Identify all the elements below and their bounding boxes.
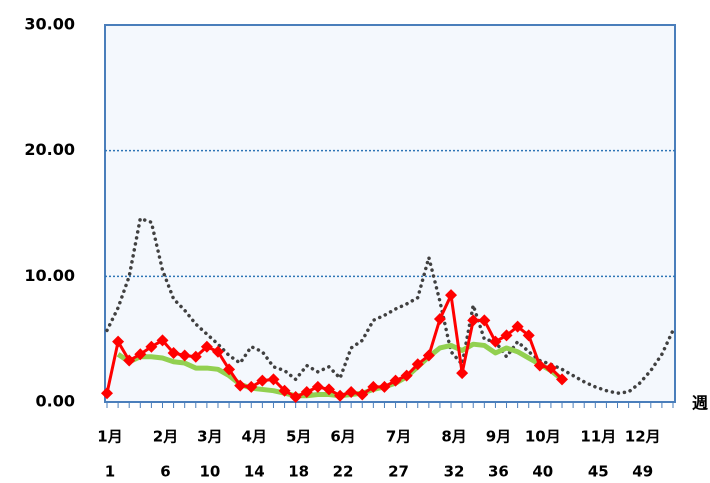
marker: [489, 335, 502, 348]
marker: [311, 380, 324, 393]
marker: [189, 350, 202, 363]
x-tick-label: 22: [333, 463, 354, 481]
marker: [334, 389, 347, 402]
x-axis-label: 週: [692, 394, 708, 413]
series-line: [105, 216, 675, 395]
x-tick-label: 10: [199, 463, 220, 481]
x-tick-label: 6: [160, 463, 170, 481]
month-label: 10月: [525, 428, 561, 446]
marker: [445, 289, 458, 302]
x-tick-label: 32: [444, 463, 465, 481]
month-label: 7月: [386, 428, 411, 446]
marker: [400, 369, 413, 382]
marker: [289, 390, 302, 403]
marker: [267, 373, 280, 386]
marker: [544, 362, 557, 375]
marker: [422, 349, 435, 362]
x-tick-label: 1: [105, 463, 115, 481]
y-tick-label: 30.00: [24, 15, 75, 34]
marker: [411, 358, 424, 371]
marker: [389, 374, 402, 387]
month-label: 12月: [625, 428, 661, 446]
marker: [156, 334, 169, 347]
x-tick-label: 27: [388, 463, 409, 481]
marker: [123, 354, 136, 367]
marker: [522, 329, 535, 342]
x-tick-label: 14: [244, 463, 265, 481]
marker: [234, 379, 247, 392]
marker: [500, 329, 513, 342]
month-label: 1月: [97, 428, 122, 446]
x-tick-label: 45: [588, 463, 609, 481]
marker: [433, 313, 446, 326]
month-label: 11月: [580, 428, 616, 446]
marker: [167, 346, 180, 359]
x-tick-label: 18: [288, 463, 309, 481]
month-label: 4月: [242, 428, 267, 446]
marker: [211, 345, 224, 358]
x-tick-label: 40: [532, 463, 553, 481]
marker: [223, 363, 236, 376]
marker: [511, 320, 524, 333]
month-label: 5月: [286, 428, 311, 446]
y-tick-label: 10.00: [24, 266, 75, 285]
y-tick-label: 20.00: [24, 140, 75, 159]
marker: [200, 340, 213, 353]
marker: [367, 380, 380, 393]
month-label: 8月: [441, 428, 466, 446]
marker: [456, 367, 469, 380]
marker: [322, 383, 335, 396]
marker: [533, 359, 546, 372]
x-tick-label: 36: [488, 463, 509, 481]
month-label: 9月: [486, 428, 511, 446]
marker: [345, 385, 358, 398]
plot-area: [104, 24, 676, 403]
marker: [378, 380, 391, 393]
marker: [101, 387, 113, 400]
marker: [112, 335, 125, 348]
month-label: 2月: [153, 428, 178, 446]
marker: [178, 349, 191, 362]
y-tick-label: 0.00: [36, 392, 75, 411]
marker: [478, 314, 491, 327]
marker: [145, 340, 158, 353]
month-label: 3月: [197, 428, 222, 446]
x-tick-label: 49: [632, 463, 653, 481]
marker: [134, 348, 147, 361]
marker: [256, 374, 269, 387]
marker: [467, 314, 480, 327]
marker: [278, 384, 291, 397]
marker: [300, 385, 313, 398]
marker: [356, 388, 369, 401]
marker: [245, 380, 258, 393]
month-label: 6月: [330, 428, 355, 446]
marker: [556, 373, 569, 386]
